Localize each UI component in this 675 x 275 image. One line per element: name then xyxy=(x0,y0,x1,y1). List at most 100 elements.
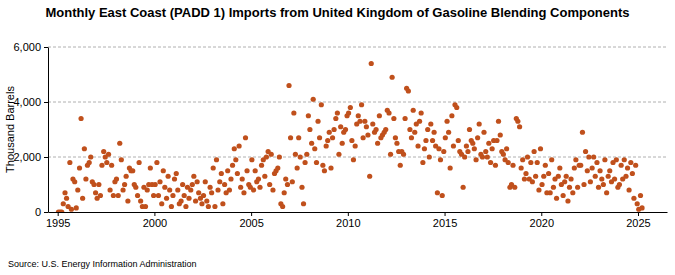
point xyxy=(626,187,631,192)
point xyxy=(602,157,607,162)
point xyxy=(364,124,369,129)
point xyxy=(435,190,440,195)
y-tick-label: 4,000 xyxy=(13,96,41,108)
point xyxy=(327,130,332,135)
point xyxy=(285,182,290,187)
point xyxy=(183,204,188,209)
point xyxy=(473,157,478,162)
point xyxy=(498,132,503,137)
point xyxy=(219,171,224,176)
point xyxy=(307,127,312,132)
point xyxy=(425,127,430,132)
point xyxy=(251,187,256,192)
point xyxy=(506,160,511,165)
point xyxy=(209,190,214,195)
point xyxy=(543,163,548,168)
point xyxy=(407,127,412,132)
point xyxy=(299,185,304,190)
point xyxy=(454,105,459,110)
x-tick-label: 2020 xyxy=(530,217,554,229)
point xyxy=(519,165,524,170)
point xyxy=(556,174,561,179)
point xyxy=(554,196,559,201)
point xyxy=(541,174,546,179)
point xyxy=(444,119,449,124)
point xyxy=(74,205,79,210)
point xyxy=(111,193,116,198)
point xyxy=(319,102,324,107)
point xyxy=(320,163,325,168)
point xyxy=(528,160,533,165)
point xyxy=(348,105,353,110)
point xyxy=(617,182,622,187)
point xyxy=(383,127,388,132)
point xyxy=(546,171,551,176)
point xyxy=(525,154,530,159)
y-tick-mark xyxy=(44,157,48,158)
grid-line xyxy=(48,157,667,158)
x-tick: 2015 xyxy=(433,212,457,229)
point xyxy=(570,190,575,195)
point xyxy=(490,146,495,151)
point xyxy=(373,127,378,132)
point xyxy=(119,157,124,162)
point xyxy=(259,163,264,168)
point xyxy=(601,182,606,187)
x-tick: 2020 xyxy=(530,212,554,229)
point xyxy=(214,157,219,162)
point xyxy=(523,171,528,176)
point xyxy=(440,193,445,198)
point xyxy=(446,130,451,135)
point xyxy=(288,135,293,140)
point xyxy=(530,179,535,184)
point xyxy=(124,174,129,179)
point xyxy=(122,182,127,187)
point xyxy=(151,193,156,198)
point xyxy=(256,176,261,181)
point xyxy=(594,160,599,165)
point xyxy=(166,174,171,179)
point xyxy=(359,102,364,107)
point xyxy=(225,168,230,173)
point xyxy=(628,160,633,165)
point xyxy=(104,160,109,165)
point xyxy=(422,146,427,151)
point xyxy=(572,165,577,170)
y-tick-label: 2,000 xyxy=(13,151,41,163)
point xyxy=(296,135,301,140)
point xyxy=(64,196,69,201)
point xyxy=(441,149,446,154)
point xyxy=(169,204,174,209)
point xyxy=(157,179,162,184)
point xyxy=(533,174,538,179)
point xyxy=(99,163,104,168)
point xyxy=(145,187,150,192)
point xyxy=(607,168,612,173)
point xyxy=(87,160,92,165)
x-tick-mark xyxy=(58,212,59,216)
x-tick: 1995 xyxy=(46,212,70,229)
point xyxy=(369,61,374,66)
point xyxy=(599,176,604,181)
point xyxy=(548,190,553,195)
point xyxy=(423,138,428,143)
point xyxy=(522,176,527,181)
y-axis: 02,0004,0006,000 xyxy=(13,41,48,218)
point xyxy=(270,187,275,192)
point xyxy=(493,163,498,168)
point xyxy=(243,135,248,140)
point xyxy=(249,157,254,162)
point xyxy=(415,143,420,148)
point xyxy=(515,119,520,124)
point xyxy=(596,185,601,190)
point xyxy=(267,182,272,187)
point xyxy=(357,119,362,124)
point xyxy=(301,201,306,206)
point xyxy=(159,201,164,206)
point xyxy=(304,152,309,157)
point xyxy=(59,209,64,212)
point xyxy=(565,198,570,203)
point xyxy=(322,168,327,173)
points xyxy=(56,61,645,212)
point xyxy=(633,163,638,168)
